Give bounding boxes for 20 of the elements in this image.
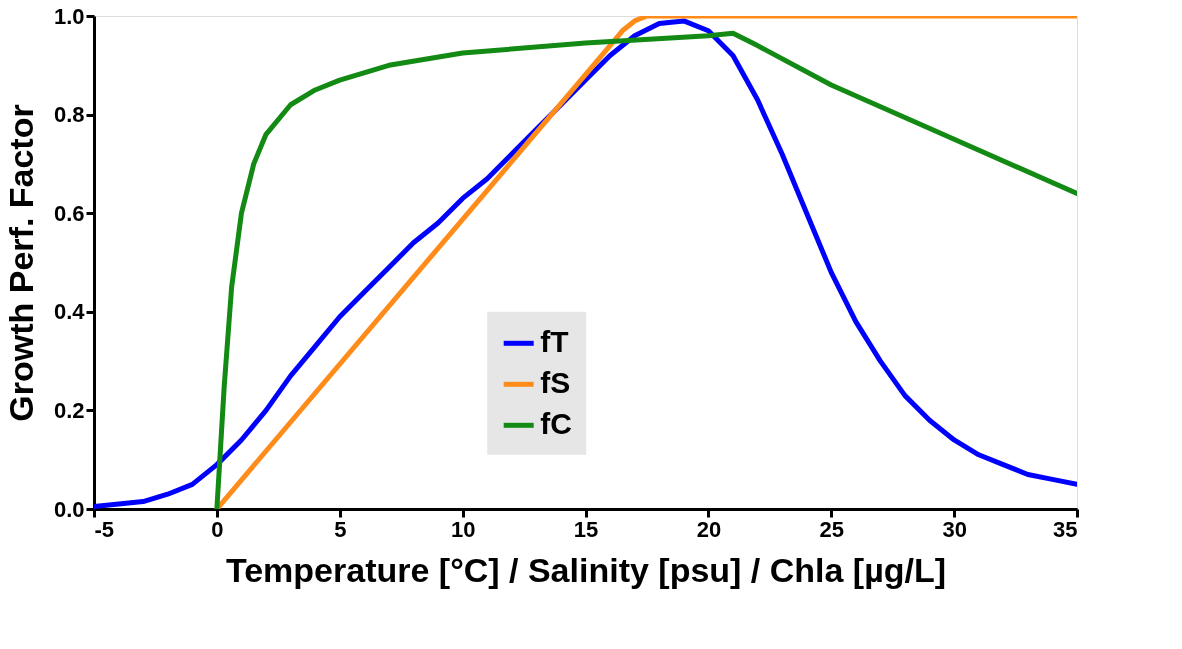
- y-tick-label: 0.4: [53, 299, 86, 325]
- y-tick-label: 0.2: [53, 397, 85, 423]
- legend-label: fS: [540, 366, 571, 400]
- x-tick-label: 30: [942, 516, 967, 542]
- x-tick-label: 15: [573, 516, 599, 542]
- x-tick-label: 5: [334, 516, 347, 542]
- x-tick-label: -5: [94, 516, 115, 542]
- x-tick-label: 35: [1053, 516, 1078, 542]
- y-tick-label: 1.0: [53, 3, 85, 29]
- legend-label: fC: [540, 407, 572, 441]
- x-tick-label: 10: [450, 516, 476, 542]
- y-tick-label: 0.0: [53, 496, 85, 522]
- x-tick-label: 20: [696, 516, 722, 542]
- y-axis-title: Growth Perf. Factor: [1, 104, 40, 422]
- y-tick-label: 0.6: [53, 200, 85, 226]
- y-tick-label: 0.8: [53, 102, 85, 128]
- x-axis-title: Temperature [°C] / Salinity [psu] / Chla [µg/L]: [225, 550, 947, 589]
- x-tick-label: 25: [819, 516, 844, 542]
- x-tick-label: 0: [211, 516, 224, 542]
- legend-label: fT: [540, 325, 569, 359]
